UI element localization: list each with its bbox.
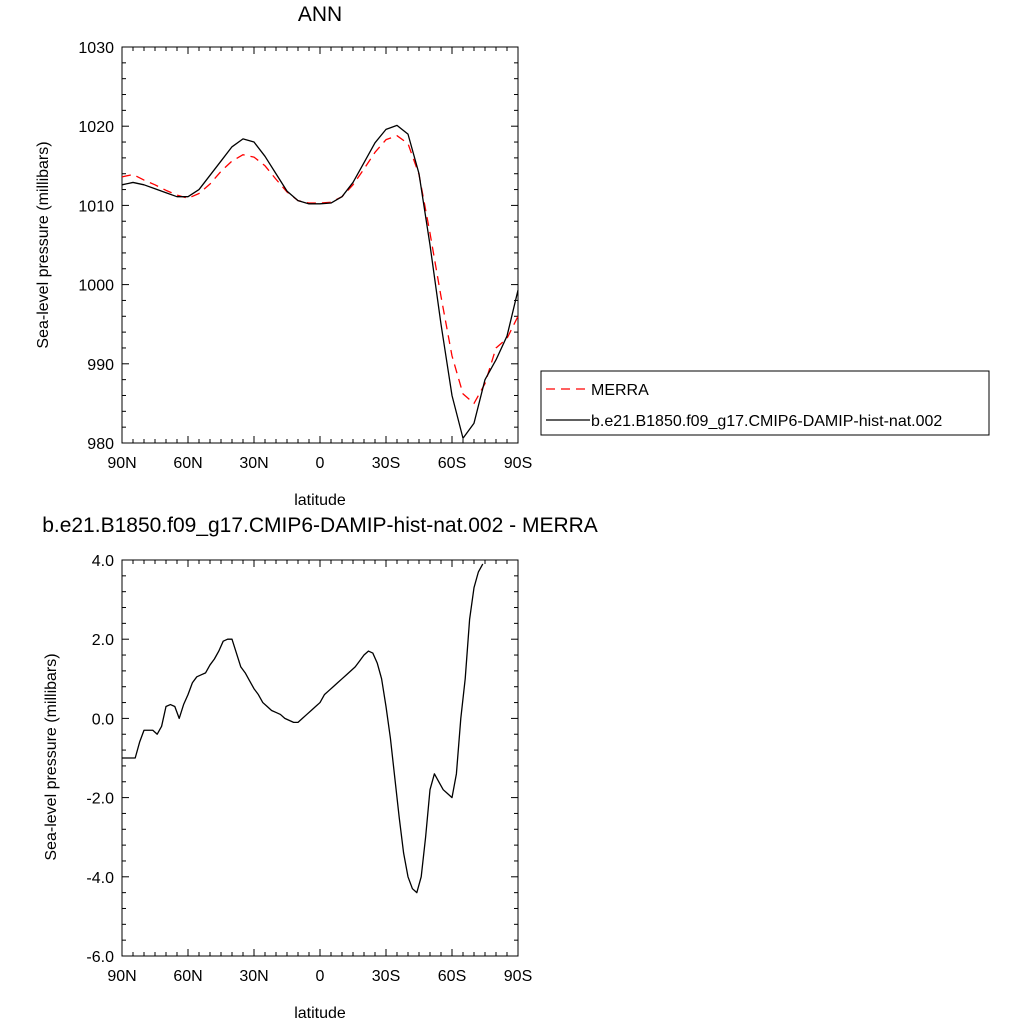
x-tick-label: 60N	[173, 455, 202, 472]
x-axis-label: latitude	[294, 1005, 346, 1022]
y-tick-label: 2.0	[92, 632, 114, 649]
x-tick-label: 60N	[173, 968, 202, 985]
x-tick-label: 90N	[107, 968, 136, 985]
legend: MERRA b.e21.B1850.f09_g17.CMIP6-DAMIP-hi…	[540, 370, 990, 436]
x-tick-label: 0	[316, 968, 325, 985]
series-line-1	[121, 135, 519, 405]
y-tick-label: 1030	[78, 40, 114, 57]
x-axis-label: latitude	[294, 492, 346, 509]
x-tick-label: 30S	[372, 455, 400, 472]
y-tick-label: 980	[87, 436, 114, 453]
y-tick-label: 4.0	[92, 553, 114, 570]
chart-title: b.e21.B1850.f09_g17.CMIP6-DAMIP-hist-nat…	[42, 514, 598, 537]
legend-label-merra: MERRA	[591, 382, 649, 399]
plot-frame	[121, 559, 519, 957]
y-axis-label: Sea-level pressure (millibars)	[35, 141, 52, 348]
y-tick-label: 990	[87, 357, 114, 374]
x-tick-label: 90S	[504, 455, 532, 472]
x-tick-label: 30N	[239, 968, 268, 985]
x-tick-label: 60S	[438, 455, 466, 472]
series-lines	[121, 124, 519, 439]
x-tick-label: 30S	[372, 968, 400, 985]
x-tick-label: 0	[316, 455, 325, 472]
legend-label-model: b.e21.B1850.f09_g17.CMIP6-DAMIP-hist-nat…	[591, 413, 942, 430]
panel-ann: ANN Sea-level pressure (millibars) latit…	[35, 3, 532, 509]
plot-frame	[121, 46, 519, 444]
legend-box	[540, 370, 990, 436]
axes: 90N 60N 30N 0 30S 60S 90S 980 990 1000 1010 1020 103…	[78, 40, 532, 472]
x-tick-label: 90S	[504, 968, 532, 985]
panel-difference: b.e21.B1850.f09_g17.CMIP6-DAMIP-hist-nat…	[42, 514, 598, 1022]
y-tick-label: -4.0	[86, 870, 114, 887]
chart-title: ANN	[298, 3, 342, 26]
y-tick-label: -2.0	[86, 791, 114, 808]
series-lines	[122, 563, 484, 894]
series-line-2	[121, 124, 519, 439]
x-tick-label: 90N	[107, 455, 136, 472]
y-tick-label: 0.0	[92, 711, 114, 728]
series-line-1	[122, 563, 484, 894]
y-tick-label: 1000	[78, 278, 114, 295]
axes: 90N 60N 30N 0 30S 60S 90S -6.0 -4.0 -2.0 0.0 2.0 4.0	[86, 553, 532, 985]
y-tick-label: 1020	[78, 119, 114, 136]
y-tick-label: -6.0	[86, 949, 114, 966]
x-tick-label: 60S	[438, 968, 466, 985]
x-tick-label: 30N	[239, 455, 268, 472]
y-tick-label: 1010	[78, 198, 114, 215]
y-axis-label: Sea-level pressure (millibars)	[43, 653, 60, 860]
